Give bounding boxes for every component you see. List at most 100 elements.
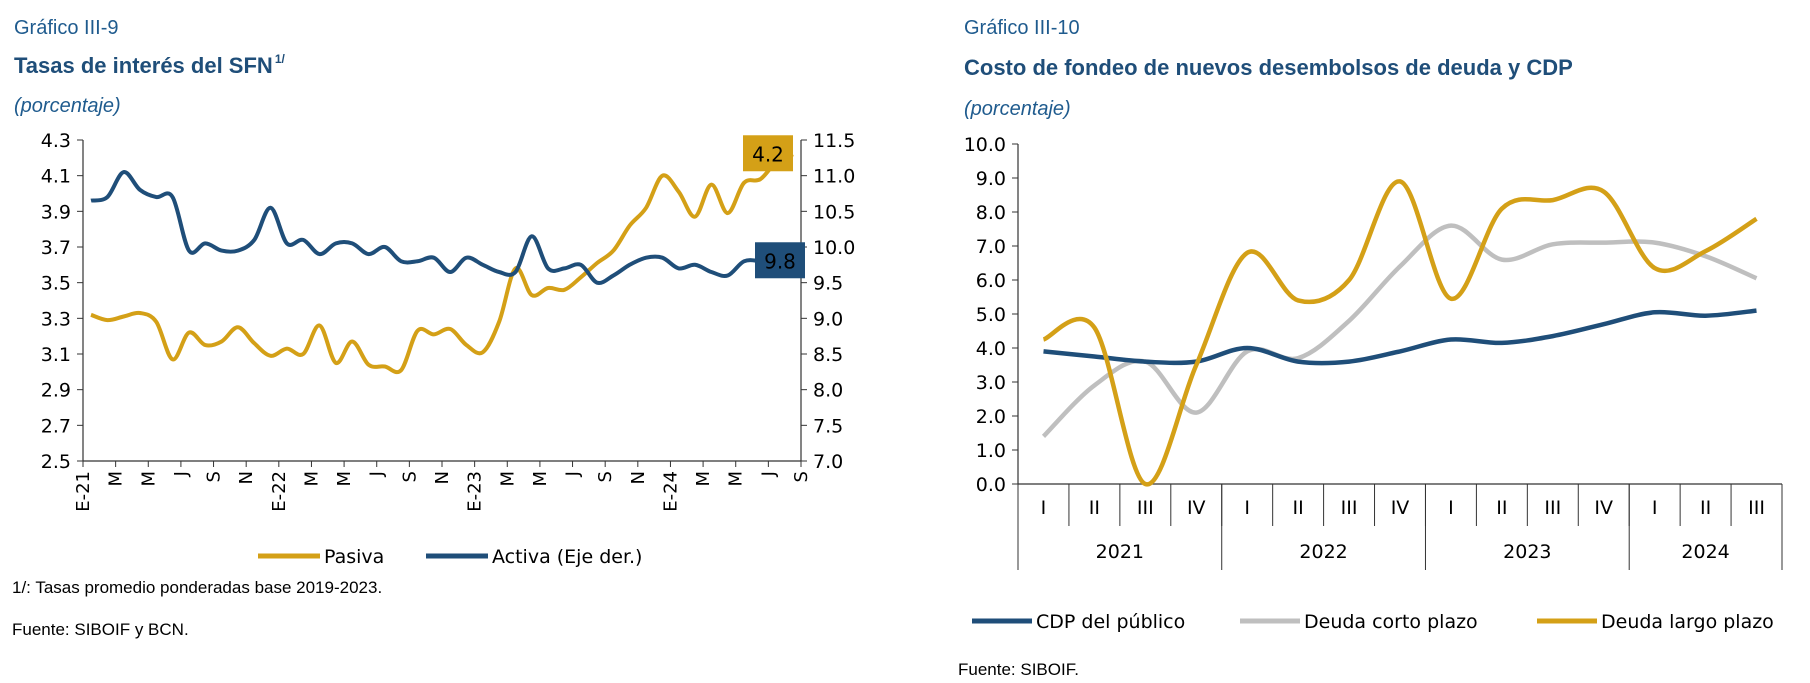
left-x-tick-label: E-22 (269, 471, 290, 512)
left-x-tick-label: J (367, 471, 388, 477)
right-chart-y-tick-label: 0.0 (976, 474, 1006, 496)
right-y-tick-label: 8.0 (813, 380, 843, 402)
left-y-tick-label: 3.5 (41, 273, 71, 295)
right-chart-y-tick-label: 9.0 (976, 168, 1006, 190)
left-y-tick-label: 4.3 (41, 130, 71, 152)
quarter-label: II (1089, 497, 1100, 519)
quarter-label: IV (1594, 497, 1613, 519)
left-y-tick-label: 3.9 (41, 201, 71, 223)
series-line-deuda-corto (1041, 223, 1758, 438)
year-label: 2022 (1299, 541, 1347, 563)
series-line-cdp (1043, 308, 1757, 366)
left-x-tick-label: N (432, 471, 453, 484)
legend-label-deuda-corto: Deuda corto plazo (1304, 611, 1478, 633)
left-x-tick-label: M (497, 471, 518, 487)
quarter-label: II (1700, 497, 1711, 519)
left-chart-title: Tasas de interés del SFN 1/ (14, 52, 285, 78)
quarter-label: III (1544, 497, 1561, 519)
right-chart: 10.09.08.07.06.05.04.03.02.01.00.0 I II II… (964, 134, 1783, 633)
left-y-tick-label: 3.7 (41, 237, 71, 259)
left-x-tick-label: M (138, 471, 159, 487)
right-chart-subtitle: (porcentaje) (964, 98, 1071, 120)
left-x-tick-label: J (758, 471, 779, 477)
right-y-tick-label: 11.5 (813, 130, 855, 152)
left-title-superscript: 1/ (275, 52, 286, 66)
legend-label-cdp: CDP del público (1036, 611, 1185, 633)
quarter-label: III (1341, 497, 1358, 519)
activa-last-value-box (755, 242, 805, 279)
quarter-label: III (1748, 497, 1765, 519)
left-x-tick-label: M (693, 471, 714, 487)
right-chart-y-tick-label: 6.0 (976, 270, 1006, 292)
right-y-tick-label: 7.0 (813, 451, 843, 473)
year-label: 2024 (1681, 541, 1729, 563)
right-y-tick-label: 9.5 (813, 273, 843, 295)
right-chart-y-tick-label: 5.0 (976, 304, 1006, 326)
right-chart-y-tick-label: 2.0 (976, 406, 1006, 428)
series-line-activa (90, 170, 794, 285)
left-x-tick-label: M (530, 471, 551, 487)
pasiva-last-value-label: 4.2 (752, 142, 784, 166)
right-y-tick-label: 10.0 (813, 237, 855, 259)
series-line-pasiva (90, 152, 794, 375)
left-title-text: Tasas de interés del SFN (14, 53, 273, 78)
series-line-deuda-largo (1042, 179, 1758, 487)
left-x-tick-label: S (204, 471, 225, 482)
right-chart-y-tick-label: 8.0 (976, 202, 1006, 224)
left-x-tick-label: M (106, 471, 127, 487)
right-y-tick-label: 7.5 (813, 415, 843, 437)
left-y-tick-label: 3.1 (41, 344, 71, 366)
legend-label-pasiva: Pasiva (324, 546, 384, 568)
left-x-tick-label: E-21 (73, 471, 94, 512)
left-x-tick-label: S (399, 471, 420, 482)
left-source: Fuente: SIBOIF y BCN. (12, 620, 189, 639)
right-y-tick-label: 8.5 (813, 344, 843, 366)
quarter-label: III (1137, 497, 1154, 519)
left-y-tick-label: 4.1 (41, 166, 71, 188)
year-label: 2023 (1503, 541, 1551, 563)
right-chart-y-tick-label: 7.0 (976, 236, 1006, 258)
left-y-tick-label: 3.3 (41, 308, 71, 330)
right-y-tick-label: 11.0 (813, 166, 855, 188)
left-x-tick-label: M (726, 471, 747, 487)
activa-last-value-label: 9.8 (764, 249, 796, 273)
right-chart-y-tick-label: 4.0 (976, 338, 1006, 360)
left-footnote: 1/: Tasas promedio ponderadas base 2019-… (12, 578, 382, 597)
quarter-label: I (1041, 497, 1047, 519)
left-y-tick-label: 2.9 (41, 380, 71, 402)
quarter-label: I (1652, 497, 1658, 519)
right-y-tick-label: 9.0 (813, 308, 843, 330)
pasiva-last-value-box (743, 135, 793, 172)
legend-label-deuda-largo: Deuda largo plazo (1601, 611, 1774, 633)
right-chart-y-tick-label: 1.0 (976, 440, 1006, 462)
left-x-tick-label: E-23 (465, 471, 486, 512)
left-chart-subtitle: (porcentaje) (14, 95, 121, 117)
left-x-tick-label: N (236, 471, 257, 484)
right-chart-title: Costo de fondeo de nuevos desembolsos de… (964, 55, 1573, 80)
quarter-label: I (1448, 497, 1454, 519)
left-x-tick-label: J (171, 471, 192, 477)
left-figure-label: Gráfico III-9 (14, 17, 118, 39)
left-x-tick-label: M (334, 471, 355, 487)
quarter-label: I (1244, 497, 1250, 519)
left-x-tick-label: S (595, 471, 616, 482)
left-x-tick-label: E-24 (660, 471, 681, 512)
right-chart-y-tick-label: 3.0 (976, 372, 1006, 394)
quarter-label: IV (1187, 497, 1206, 519)
quarter-label: IV (1391, 497, 1410, 519)
left-chart: 4.3 4.1 3.9 3.7 3.5 3.3 3.1 2.9 2.7 2.5 11.5 11.0 10… (41, 130, 856, 568)
left-x-tick-label: S (791, 471, 812, 482)
left-x-tick-label: N (628, 471, 649, 484)
right-source: Fuente: SIBOIF. (958, 660, 1079, 679)
left-y-tick-label: 2.7 (41, 415, 71, 437)
right-chart-y-tick-label: 10.0 (964, 134, 1006, 156)
right-figure-label: Gráfico III-10 (964, 17, 1080, 39)
quarter-label: II (1496, 497, 1507, 519)
left-x-tick-label: M (301, 471, 322, 487)
right-y-tick-label: 10.5 (813, 201, 855, 223)
year-label: 2021 (1096, 541, 1144, 563)
quarter-label: II (1293, 497, 1304, 519)
left-x-tick-label: J (563, 471, 584, 477)
legend-label-activa: Activa (Eje der.) (492, 546, 642, 568)
